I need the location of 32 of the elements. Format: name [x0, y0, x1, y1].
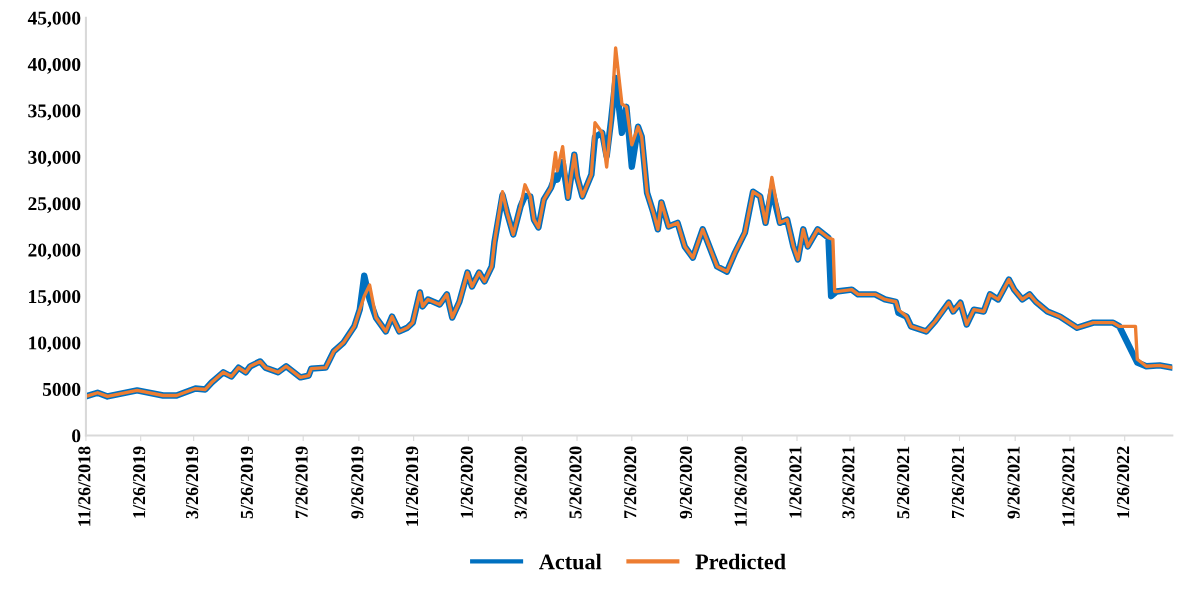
y-tick-label: 10,000 — [29, 336, 81, 353]
y-tick-label: 35,000 — [28, 104, 81, 121]
x-tick-label: 7/26/2021 — [951, 446, 965, 519]
x-tick-label: 3/26/2020 — [514, 446, 527, 519]
x-tick-label: 1/26/2019 — [133, 446, 146, 518]
x-tick-label: 11/26/2021 — [1062, 446, 1075, 526]
y-tick-label: 40,000 — [27, 57, 81, 74]
y-tick-label: 5000 — [42, 382, 81, 396]
y-tick-label: 0 — [72, 429, 81, 443]
legend-label: Predicted — [695, 553, 786, 570]
x-tick-label: 5/26/2019 — [240, 446, 253, 519]
y-tick-label: 25,000 — [28, 197, 81, 214]
x-tick-label: 11/26/2018 — [78, 446, 91, 526]
x-tick-label: 3/26/2019 — [186, 446, 199, 519]
x-tick-label: 1/26/2022 — [1117, 446, 1130, 518]
x-tick-label: 1/26/2021 — [789, 446, 802, 518]
x-tick-label: 9/26/2020 — [679, 446, 692, 519]
y-tick-label: 45,000 — [27, 11, 81, 28]
x-tick-label: 7/26/2019 — [295, 446, 308, 519]
x-tick-label: 5/26/2020 — [569, 446, 582, 519]
y-tick-label: 20,000 — [28, 243, 81, 260]
x-tick-label: 9/26/2021 — [1007, 446, 1020, 519]
x-tick-label: 9/26/2019 — [351, 446, 364, 519]
x-tick-label: 3/26/2021 — [842, 446, 855, 519]
x-tick-label: 5/26/2021 — [897, 446, 910, 519]
y-tick-label: 15,000 — [29, 290, 81, 306]
x-tick-label: 11/26/2019 — [405, 446, 419, 526]
x-tick-label: 1/26/2020 — [460, 446, 473, 518]
y-tick-label: 30,000 — [28, 150, 81, 167]
x-tick-label: 11/26/2020 — [734, 446, 747, 526]
x-tick-label: 7/26/2020 — [624, 446, 637, 519]
legend-label: Actual — [539, 553, 602, 570]
